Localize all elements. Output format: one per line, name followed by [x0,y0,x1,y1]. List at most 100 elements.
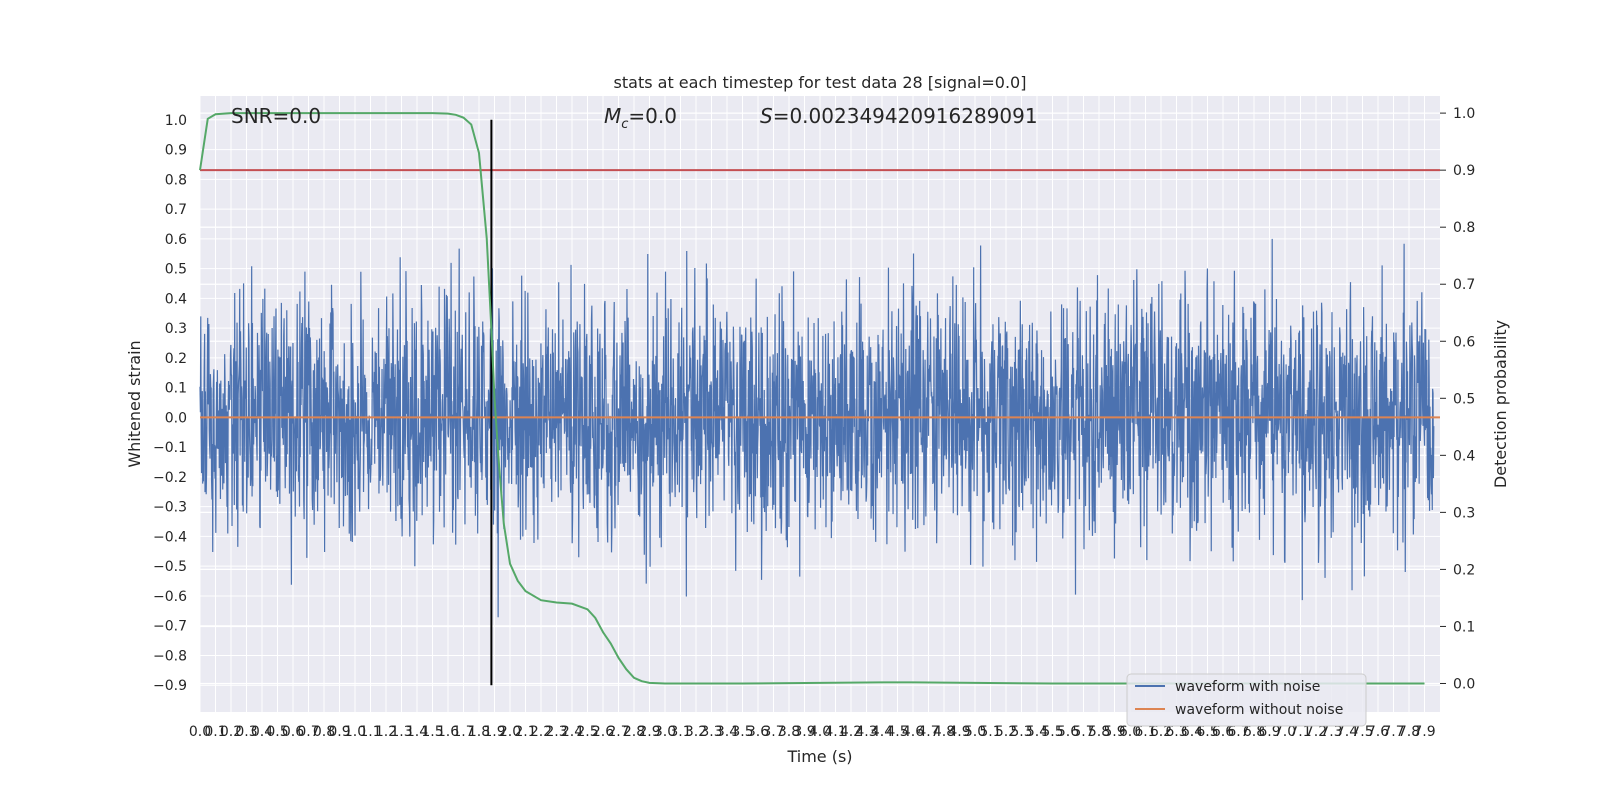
x-tick-label-15: 1.5 [421,724,443,740]
x-tick-label-24: 2.4 [561,724,583,740]
x-tick-label-20: 2.0 [499,724,521,740]
x-tick-label-33: 3.3 [700,724,722,740]
y2-axis-ticks: 0.0 0.1 0.2 0.3 0.4 0.5 0.6 0.7 0.8 0.9 1.0 [1440,106,1475,692]
waveform-with-noise-line [199,238,1435,618]
x-tick-label-37: 3.7 [762,724,784,740]
x-tick-label-57: 5.7 [1072,724,1094,740]
legend-label-waveform-with-noise: waveform with noise [1175,679,1320,695]
x-tick-label-28: 2.8 [623,724,645,740]
s-value: =0.002349420916289091 [773,104,1038,128]
y-tick-label-12: 0.3 [165,321,187,337]
x-tick-label-51: 5.1 [979,724,1001,740]
x-tick-label-6: 0.6 [282,724,304,740]
x-tick-label-69: 6.9 [1258,724,1280,740]
legend: waveform with noise waveform without noi… [1126,673,1367,727]
x-tick-label-38: 3.8 [778,724,800,740]
s-annotation: S=0.002349420916289091 [760,104,1038,128]
x-tick-label-1: 0.1 [204,724,226,740]
y2-tick-label-7: 0.7 [1453,277,1475,293]
x-tick-label-60: 6.0 [1119,724,1141,740]
y-tick-label-8: −0.1 [153,440,187,456]
s-symbol: S [760,104,773,128]
y2-tick-label-9: 0.9 [1453,163,1475,179]
x-tick-label-27: 2.7 [607,724,629,740]
x-tick-label-39: 3.9 [793,724,815,740]
x-tick-label-25: 2.5 [576,724,598,740]
y-tick-label-9: 0.0 [165,410,187,426]
y-tick-label-11: 0.2 [165,351,187,367]
y-tick-label-5: −0.4 [153,529,187,545]
snr-annotation: SNR=0.0 [231,104,321,128]
x-tick-label-11: 1.1 [359,724,381,740]
y-tick-label-10: 0.1 [165,381,187,397]
x-tick-label-79: 7.9 [1413,724,1435,740]
y-axis-label: Whitened strain [125,340,144,467]
x-tick-label-46: 4.6 [902,724,924,740]
x-tick-label-3: 0.3 [235,724,257,740]
x-tick-label-10: 1.0 [344,724,366,740]
x-tick-label-32: 3.2 [685,724,707,740]
y-tick-label-1: −0.8 [153,648,187,664]
waveform-with-noise-series [199,238,1435,618]
x-tick-label-12: 1.2 [375,724,397,740]
x-tick-label-22: 2.2 [530,724,552,740]
y-tick-label-14: 0.5 [165,262,187,278]
x-tick-label-36: 3.6 [747,724,769,740]
x-tick-label-75: 7.5 [1351,724,1373,740]
x-tick-label-23: 2.3 [545,724,567,740]
x-tick-label-29: 2.9 [638,724,660,740]
y2-tick-label-0: 0.0 [1453,676,1475,692]
y2-tick-label-2: 0.2 [1453,562,1475,578]
y-tick-label-13: 0.4 [165,291,187,307]
y2-tick-label-10: 1.0 [1453,106,1475,122]
x-tick-label-77: 7.7 [1382,724,1404,740]
x-tick-label-66: 6.6 [1212,724,1234,740]
x-tick-label-2: 0.2 [220,724,242,740]
x-tick-label-0: 0.0 [189,724,211,740]
y-axis-ticks: −0.9 −0.8 −0.7 −0.6 −0.5 −0.4 −0.3 −0.2 −0.1 0.0 0… [153,113,187,694]
x-tick-label-54: 5.4 [1026,724,1048,740]
y2-tick-label-8: 0.8 [1453,220,1475,236]
x-tick-label-61: 6.1 [1134,724,1156,740]
mc-annotation: Mc=0.0 [604,104,677,132]
x-tick-label-48: 4.8 [933,724,955,740]
legend-box [1126,673,1367,727]
y2-tick-label-3: 0.3 [1453,505,1475,521]
y-tick-label-0: −0.9 [153,678,187,694]
x-tick-label-47: 4.7 [917,724,939,740]
detection-probability-line [199,112,1425,685]
x-axis-label: Time (s) [786,747,852,766]
x-tick-label-55: 5.5 [1041,724,1063,740]
x-tick-label-40: 4.0 [809,724,831,740]
y-tick-label-4: −0.5 [153,559,187,575]
mc-symbol: M [604,104,621,128]
y-tick-label-17: 0.8 [165,172,187,188]
x-tick-label-65: 6.5 [1196,724,1218,740]
x-tick-label-50: 5.0 [964,724,986,740]
y-tick-label-18: 0.9 [165,143,187,159]
x-tick-label-18: 1.8 [468,724,490,740]
x-tick-label-19: 1.9 [483,724,505,740]
x-tick-label-59: 5.9 [1103,724,1125,740]
x-tick-label-73: 7.3 [1320,724,1342,740]
legend-label-waveform-without-noise: waveform without noise [1175,702,1343,718]
y-tick-label-2: −0.7 [153,619,187,635]
x-tick-label-31: 3.1 [669,724,691,740]
y-tick-label-15: 0.6 [165,232,187,248]
x-tick-label-5: 0.5 [266,724,288,740]
y-tick-label-7: −0.2 [153,470,187,486]
x-tick-label-44: 4.4 [871,724,893,740]
x-tick-label-78: 7.8 [1398,724,1420,740]
x-tick-label-21: 2.1 [514,724,536,740]
x-tick-label-58: 5.8 [1088,724,1110,740]
x-tick-label-42: 4.2 [840,724,862,740]
x-tick-label-43: 4.3 [855,724,877,740]
x-tick-label-41: 4.1 [824,724,846,740]
y2-tick-label-4: 0.4 [1453,448,1475,464]
x-tick-label-74: 7.4 [1336,724,1358,740]
x-tick-label-14: 1.4 [406,724,428,740]
x-tick-label-17: 1.7 [452,724,474,740]
chart-title: stats at each timestep for test data 28 … [614,73,1027,92]
y-tick-label-3: −0.6 [153,589,187,605]
